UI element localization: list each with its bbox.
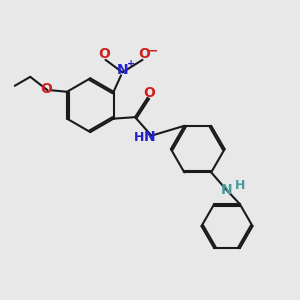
Text: O: O [40,82,52,96]
Text: +: + [127,59,135,69]
Text: −: − [148,44,158,57]
Text: N: N [144,130,156,144]
Text: O: O [143,86,155,100]
Text: N: N [117,63,128,77]
Text: H: H [235,179,245,192]
Text: H: H [134,131,145,144]
Text: O: O [138,47,150,61]
Text: O: O [98,47,110,61]
Text: N: N [221,183,233,197]
